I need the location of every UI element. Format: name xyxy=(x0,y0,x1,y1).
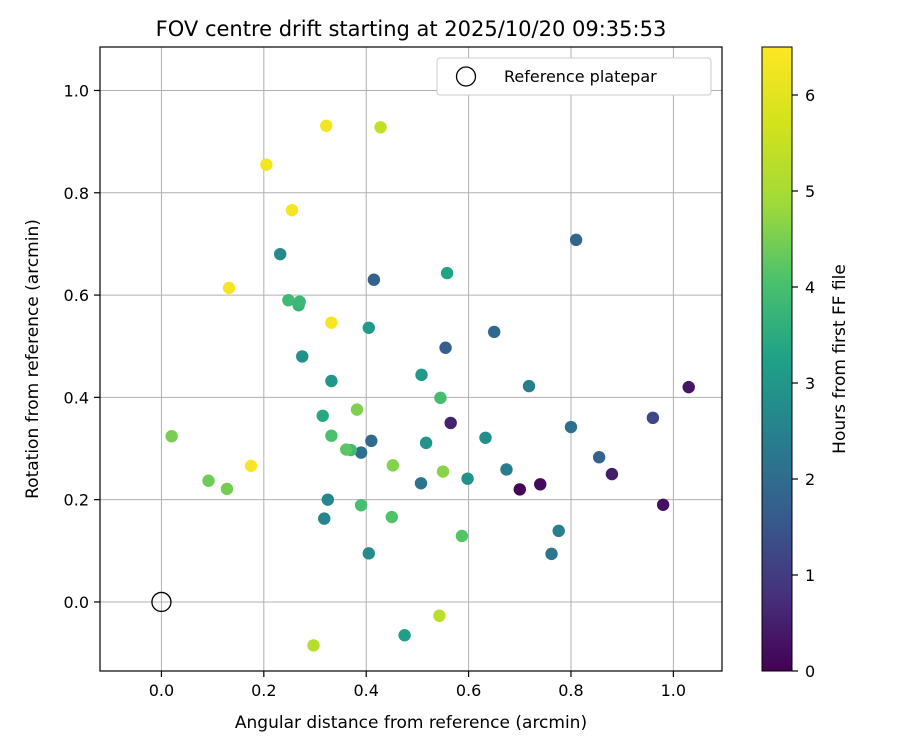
data-point xyxy=(513,483,526,496)
colorbar-tick-label: 5 xyxy=(805,182,815,201)
data-point xyxy=(350,403,364,416)
data-point xyxy=(479,431,492,444)
colorbar-gradient xyxy=(761,46,793,672)
data-point xyxy=(682,380,695,394)
data-point xyxy=(320,119,333,132)
data-point xyxy=(340,443,353,456)
data-point xyxy=(165,430,178,443)
data-point xyxy=(325,316,338,329)
x-axis-ticks: 0.0 0.2 0.4 0.6 0.8 1.0 xyxy=(149,671,686,700)
data-point xyxy=(202,474,215,487)
x-tick-label: 0.0 xyxy=(149,681,174,700)
chart-title: FOV centre drift starting at 2025/10/20 … xyxy=(156,17,667,41)
data-point xyxy=(500,463,513,476)
data-point xyxy=(374,121,387,134)
data-point xyxy=(362,321,375,334)
y-tick-label: 1.0 xyxy=(64,81,89,100)
y-tick-label: 0.0 xyxy=(64,593,89,612)
data-point xyxy=(414,477,428,490)
colorbar-label: Hours from first FF file xyxy=(830,264,850,454)
data-point xyxy=(222,281,236,295)
data-point xyxy=(415,368,428,382)
data-point xyxy=(354,499,368,512)
colorbar: 0 1 2 3 4 5 6 Hours from first FF file xyxy=(761,46,850,681)
data-point xyxy=(439,341,452,354)
data-point xyxy=(461,472,474,485)
data-point xyxy=(244,459,258,473)
data-point xyxy=(354,446,368,459)
data-point xyxy=(385,510,399,524)
colorbar-tick-label: 6 xyxy=(805,86,815,105)
x-tick-label: 1.0 xyxy=(661,681,686,700)
legend-entry-reference-platepar: Reference platepar xyxy=(504,67,657,86)
data-point xyxy=(545,547,558,561)
data-point xyxy=(365,434,378,448)
data-point xyxy=(307,639,320,652)
data-point xyxy=(398,628,411,642)
x-tick-label: 0.2 xyxy=(251,681,276,700)
data-point xyxy=(433,609,446,622)
data-point xyxy=(260,158,273,171)
data-point xyxy=(367,273,381,286)
data-point xyxy=(296,350,309,363)
y-axis-ticks: 0.0 0.2 0.4 0.6 0.8 1.0 xyxy=(64,81,100,612)
data-point xyxy=(569,233,583,247)
x-axis-label: Angular distance from reference (arcmin) xyxy=(235,713,587,733)
colorbar-tick-label: 2 xyxy=(805,470,815,489)
x-tick-label: 0.6 xyxy=(456,681,481,700)
data-point xyxy=(436,465,450,478)
reference-platepar-marker xyxy=(151,591,172,613)
data-point xyxy=(285,203,299,217)
data-point xyxy=(592,451,606,464)
legend: Reference platepar xyxy=(436,57,712,96)
data-point xyxy=(564,420,578,434)
data-point xyxy=(656,498,670,511)
colorbar-tick-label: 1 xyxy=(805,566,815,585)
data-point xyxy=(522,379,536,393)
data-point xyxy=(362,547,375,560)
data-point xyxy=(487,325,501,339)
y-tick-label: 0.6 xyxy=(64,286,89,305)
y-axis-label: Rotation from reference (arcmin) xyxy=(23,219,43,499)
data-point xyxy=(316,409,329,422)
legend-open-circle-marker xyxy=(455,66,477,87)
data-point xyxy=(386,459,400,472)
data-point xyxy=(325,374,338,388)
data-point xyxy=(605,467,619,481)
colorbar-tick-label: 3 xyxy=(805,374,815,393)
data-point xyxy=(282,293,295,307)
data-point xyxy=(534,478,547,491)
data-point xyxy=(434,391,447,405)
plot-frame xyxy=(99,46,723,672)
data-point xyxy=(440,266,454,280)
data-point xyxy=(293,295,306,308)
data-point xyxy=(318,512,331,525)
legend-box xyxy=(436,57,712,96)
data-points xyxy=(165,119,695,652)
y-tick-label: 0.8 xyxy=(64,184,89,203)
reference-marker-layer xyxy=(151,591,172,613)
x-tick-label: 0.4 xyxy=(353,681,378,700)
x-tick-label: 0.8 xyxy=(558,681,583,700)
y-tick-label: 0.4 xyxy=(64,388,89,407)
y-tick-label: 0.2 xyxy=(64,491,89,510)
data-point xyxy=(552,524,565,538)
colorbar-tick-label: 4 xyxy=(805,278,815,297)
grid-lines xyxy=(100,47,722,671)
data-point xyxy=(321,493,335,506)
colorbar-tick-label: 0 xyxy=(805,662,815,681)
data-point xyxy=(220,482,234,496)
data-point xyxy=(444,416,457,430)
data-point xyxy=(419,436,433,450)
colorbar-ticks: 0 1 2 3 4 5 6 xyxy=(792,86,815,681)
data-point xyxy=(646,411,660,425)
data-point xyxy=(455,529,469,543)
data-point xyxy=(274,247,287,261)
data-point xyxy=(325,429,338,442)
